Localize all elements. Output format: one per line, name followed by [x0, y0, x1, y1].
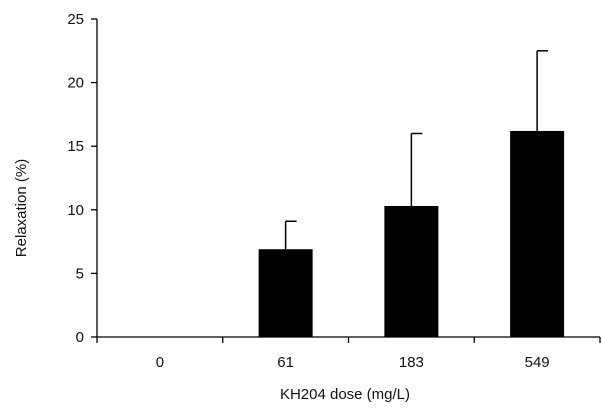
y-tick-label: 0: [76, 329, 84, 346]
x-tick-label: 0: [156, 354, 164, 371]
y-tick-label: 15: [67, 138, 84, 155]
bar: [510, 130, 565, 337]
y-tick-label: 5: [76, 265, 84, 282]
y-ticks: 0 5 10 15 20 25: [67, 11, 97, 346]
x-tick-label: 549: [525, 354, 550, 371]
x-tick-label: 183: [399, 354, 424, 371]
x-ticks: 0 61 183 549: [96, 337, 601, 371]
x-axis-label: KH204 dose (mg/L): [280, 386, 410, 403]
y-tick-label: 25: [67, 11, 84, 28]
bar: [384, 205, 439, 337]
bar: [258, 249, 313, 337]
y-axis-label: Relaxation (%): [13, 159, 30, 257]
bars-layer: [258, 130, 565, 337]
error-bars-layer: [284, 50, 549, 250]
y-tick-label: 20: [67, 75, 84, 92]
x-tick-label: 61: [277, 354, 294, 371]
y-tick-label: 10: [67, 202, 84, 219]
